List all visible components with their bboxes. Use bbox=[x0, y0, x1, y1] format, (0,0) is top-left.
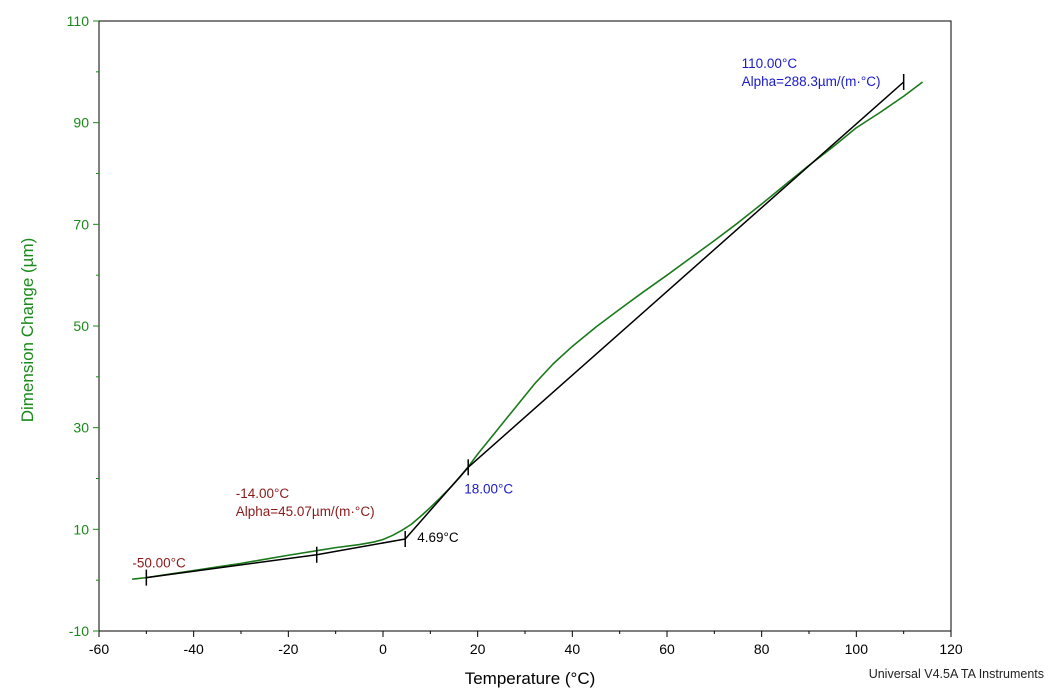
footer-text: Universal V4.5A TA Instruments bbox=[868, 667, 1044, 681]
x-tick-label: -40 bbox=[184, 641, 204, 657]
annotation-label: -50.00°C bbox=[132, 556, 186, 571]
x-tick-label: 20 bbox=[470, 641, 486, 657]
y-tick-label: 10 bbox=[73, 521, 89, 537]
x-tick-label: 0 bbox=[379, 641, 387, 657]
x-tick-label: 40 bbox=[565, 641, 581, 657]
annotation-label: Alpha=288.3µm/(m·°C) bbox=[742, 74, 881, 89]
y-tick-label: 70 bbox=[73, 216, 89, 232]
y-axis: -10 10 30 50 70 90 110 bbox=[67, 13, 99, 639]
x-axis: -60 -40 -20 0 20 40 60 80 100 120 bbox=[89, 631, 963, 657]
y-tick-label: 30 bbox=[73, 420, 89, 436]
annotation-label: 18.00°C bbox=[464, 481, 513, 496]
y-tick-label: 110 bbox=[67, 13, 90, 29]
x-tick-label: 120 bbox=[939, 641, 963, 657]
x-tick-label: 80 bbox=[754, 641, 770, 657]
annotations: -50.00°C -14.00°C Alpha=45.07µm/(m·°C) 4.69… bbox=[132, 56, 880, 571]
annotation-label: 110.00°C bbox=[742, 56, 798, 71]
x-tick-label: -60 bbox=[89, 641, 109, 657]
annotation-label: -14.00°C bbox=[236, 486, 290, 501]
y-tick-label: 50 bbox=[73, 318, 89, 334]
annotation-label: Alpha=45.07µm/(m·°C) bbox=[236, 504, 375, 519]
x-tick-label: -20 bbox=[278, 641, 298, 657]
x-axis-title: Temperature (°C) bbox=[465, 669, 596, 688]
plot-markers bbox=[145, 74, 905, 586]
plot-frame bbox=[98, 20, 952, 632]
x-tick-label: 100 bbox=[845, 641, 869, 657]
y-tick-label: 90 bbox=[73, 115, 89, 131]
y-axis-title: Dimension Change (µm) bbox=[18, 238, 37, 423]
y-tick-label: -10 bbox=[69, 623, 89, 639]
x-tick-label: 60 bbox=[659, 641, 675, 657]
annotation-label: 4.69°C bbox=[417, 530, 459, 545]
